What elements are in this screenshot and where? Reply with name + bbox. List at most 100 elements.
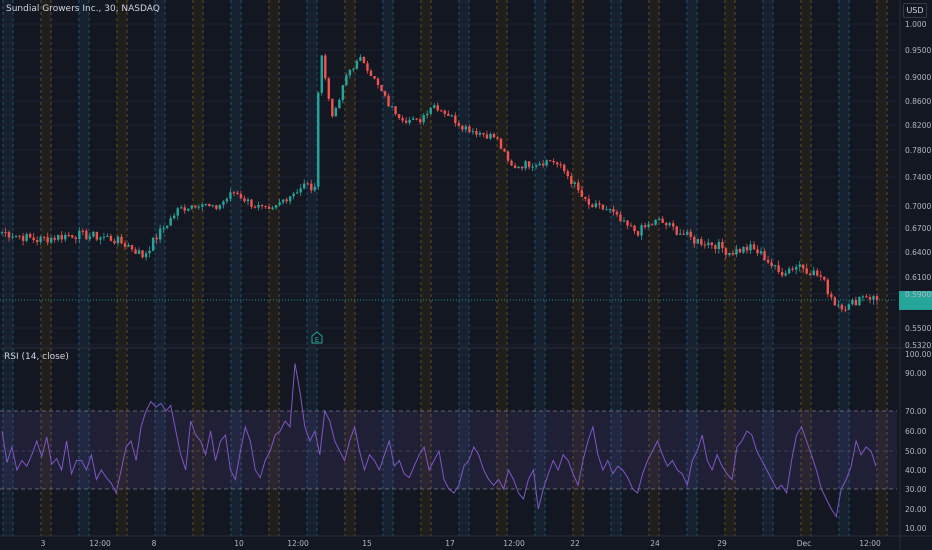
candle[interactable]: [851, 297, 854, 306]
candle[interactable]: [376, 77, 380, 89]
candle[interactable]: [137, 247, 141, 255]
candle[interactable]: [35, 236, 39, 246]
candle[interactable]: [650, 223, 654, 226]
candle[interactable]: [144, 251, 148, 261]
candle[interactable]: [225, 196, 229, 204]
candle[interactable]: [141, 249, 144, 259]
candle[interactable]: [267, 203, 271, 210]
candle[interactable]: [633, 224, 636, 235]
candle[interactable]: [559, 161, 562, 169]
candle[interactable]: [478, 130, 482, 137]
candle[interactable]: [331, 98, 334, 118]
candle[interactable]: [686, 229, 689, 236]
candle[interactable]: [243, 195, 246, 204]
candle[interactable]: [745, 243, 749, 254]
candle[interactable]: [46, 232, 49, 246]
candle[interactable]: [499, 137, 503, 150]
candle[interactable]: [714, 243, 717, 254]
candle[interactable]: [703, 240, 707, 249]
candle[interactable]: [612, 205, 615, 216]
candle[interactable]: [32, 233, 35, 243]
candle[interactable]: [288, 196, 292, 205]
candle[interactable]: [809, 272, 812, 276]
candle[interactable]: [475, 128, 478, 138]
candle[interactable]: [148, 246, 151, 258]
candle[interactable]: [447, 110, 450, 116]
candle[interactable]: [837, 300, 840, 308]
candle[interactable]: [359, 54, 362, 62]
candles[interactable]: [0, 53, 879, 313]
candle[interactable]: [816, 268, 819, 277]
candle[interactable]: [236, 190, 239, 196]
candle[interactable]: [802, 264, 805, 273]
candle[interactable]: [823, 276, 826, 282]
candle[interactable]: [710, 242, 714, 249]
candle[interactable]: [42, 236, 46, 241]
candle[interactable]: [468, 124, 471, 134]
candle[interactable]: [162, 225, 165, 233]
candle[interactable]: [812, 266, 815, 276]
candle[interactable]: [693, 234, 696, 248]
candle[interactable]: [303, 179, 306, 190]
candle[interactable]: [503, 148, 506, 153]
candle[interactable]: [545, 159, 548, 168]
candle[interactable]: [292, 191, 295, 200]
candle[interactable]: [4, 227, 7, 237]
candle[interactable]: [366, 60, 369, 74]
candle[interactable]: [840, 303, 844, 313]
candle[interactable]: [352, 67, 355, 73]
candle[interactable]: [724, 247, 728, 259]
candle[interactable]: [106, 233, 109, 238]
candle[interactable]: [218, 204, 222, 211]
candle[interactable]: [380, 84, 383, 92]
candle[interactable]: [819, 270, 822, 281]
candle[interactable]: [172, 212, 176, 220]
candle[interactable]: [253, 205, 257, 209]
candle[interactable]: [489, 132, 492, 141]
candle[interactable]: [443, 109, 446, 118]
candle[interactable]: [313, 182, 316, 193]
candle[interactable]: [355, 58, 359, 70]
candle[interactable]: [570, 172, 573, 188]
candle[interactable]: [601, 204, 605, 211]
candle[interactable]: [120, 234, 123, 245]
candle[interactable]: [341, 84, 345, 104]
rsi-line[interactable]: [1, 363, 877, 518]
last-price-label[interactable]: [899, 290, 932, 310]
candle[interactable]: [95, 231, 99, 242]
candle[interactable]: [647, 220, 650, 229]
candle[interactable]: [21, 233, 25, 246]
candle[interactable]: [222, 200, 225, 209]
candle[interactable]: [39, 235, 42, 245]
candle[interactable]: [260, 204, 264, 210]
candle[interactable]: [615, 209, 619, 217]
candle[interactable]: [548, 159, 552, 162]
candle[interactable]: [67, 232, 70, 237]
candle[interactable]: [338, 98, 341, 109]
candle[interactable]: [482, 132, 485, 138]
candle[interactable]: [773, 264, 777, 270]
candle[interactable]: [524, 159, 527, 171]
candle[interactable]: [274, 204, 278, 210]
candle[interactable]: [496, 135, 499, 140]
candle[interactable]: [418, 117, 422, 125]
candle[interactable]: [580, 185, 584, 197]
candle[interactable]: [49, 236, 53, 245]
candle[interactable]: [11, 232, 14, 240]
candle[interactable]: [130, 244, 134, 252]
candle[interactable]: [830, 291, 833, 300]
candle[interactable]: [180, 204, 183, 209]
candle[interactable]: [81, 228, 85, 235]
candle[interactable]: [285, 197, 288, 204]
candle[interactable]: [327, 77, 331, 102]
candle[interactable]: [605, 205, 608, 211]
candle[interactable]: [735, 244, 738, 258]
candle[interactable]: [433, 102, 436, 109]
candle[interactable]: [629, 222, 633, 227]
candle[interactable]: [211, 204, 215, 208]
candle[interactable]: [194, 205, 197, 209]
candle[interactable]: [833, 296, 837, 306]
candle[interactable]: [626, 219, 629, 230]
candle[interactable]: [461, 124, 464, 133]
candle[interactable]: [787, 266, 791, 275]
